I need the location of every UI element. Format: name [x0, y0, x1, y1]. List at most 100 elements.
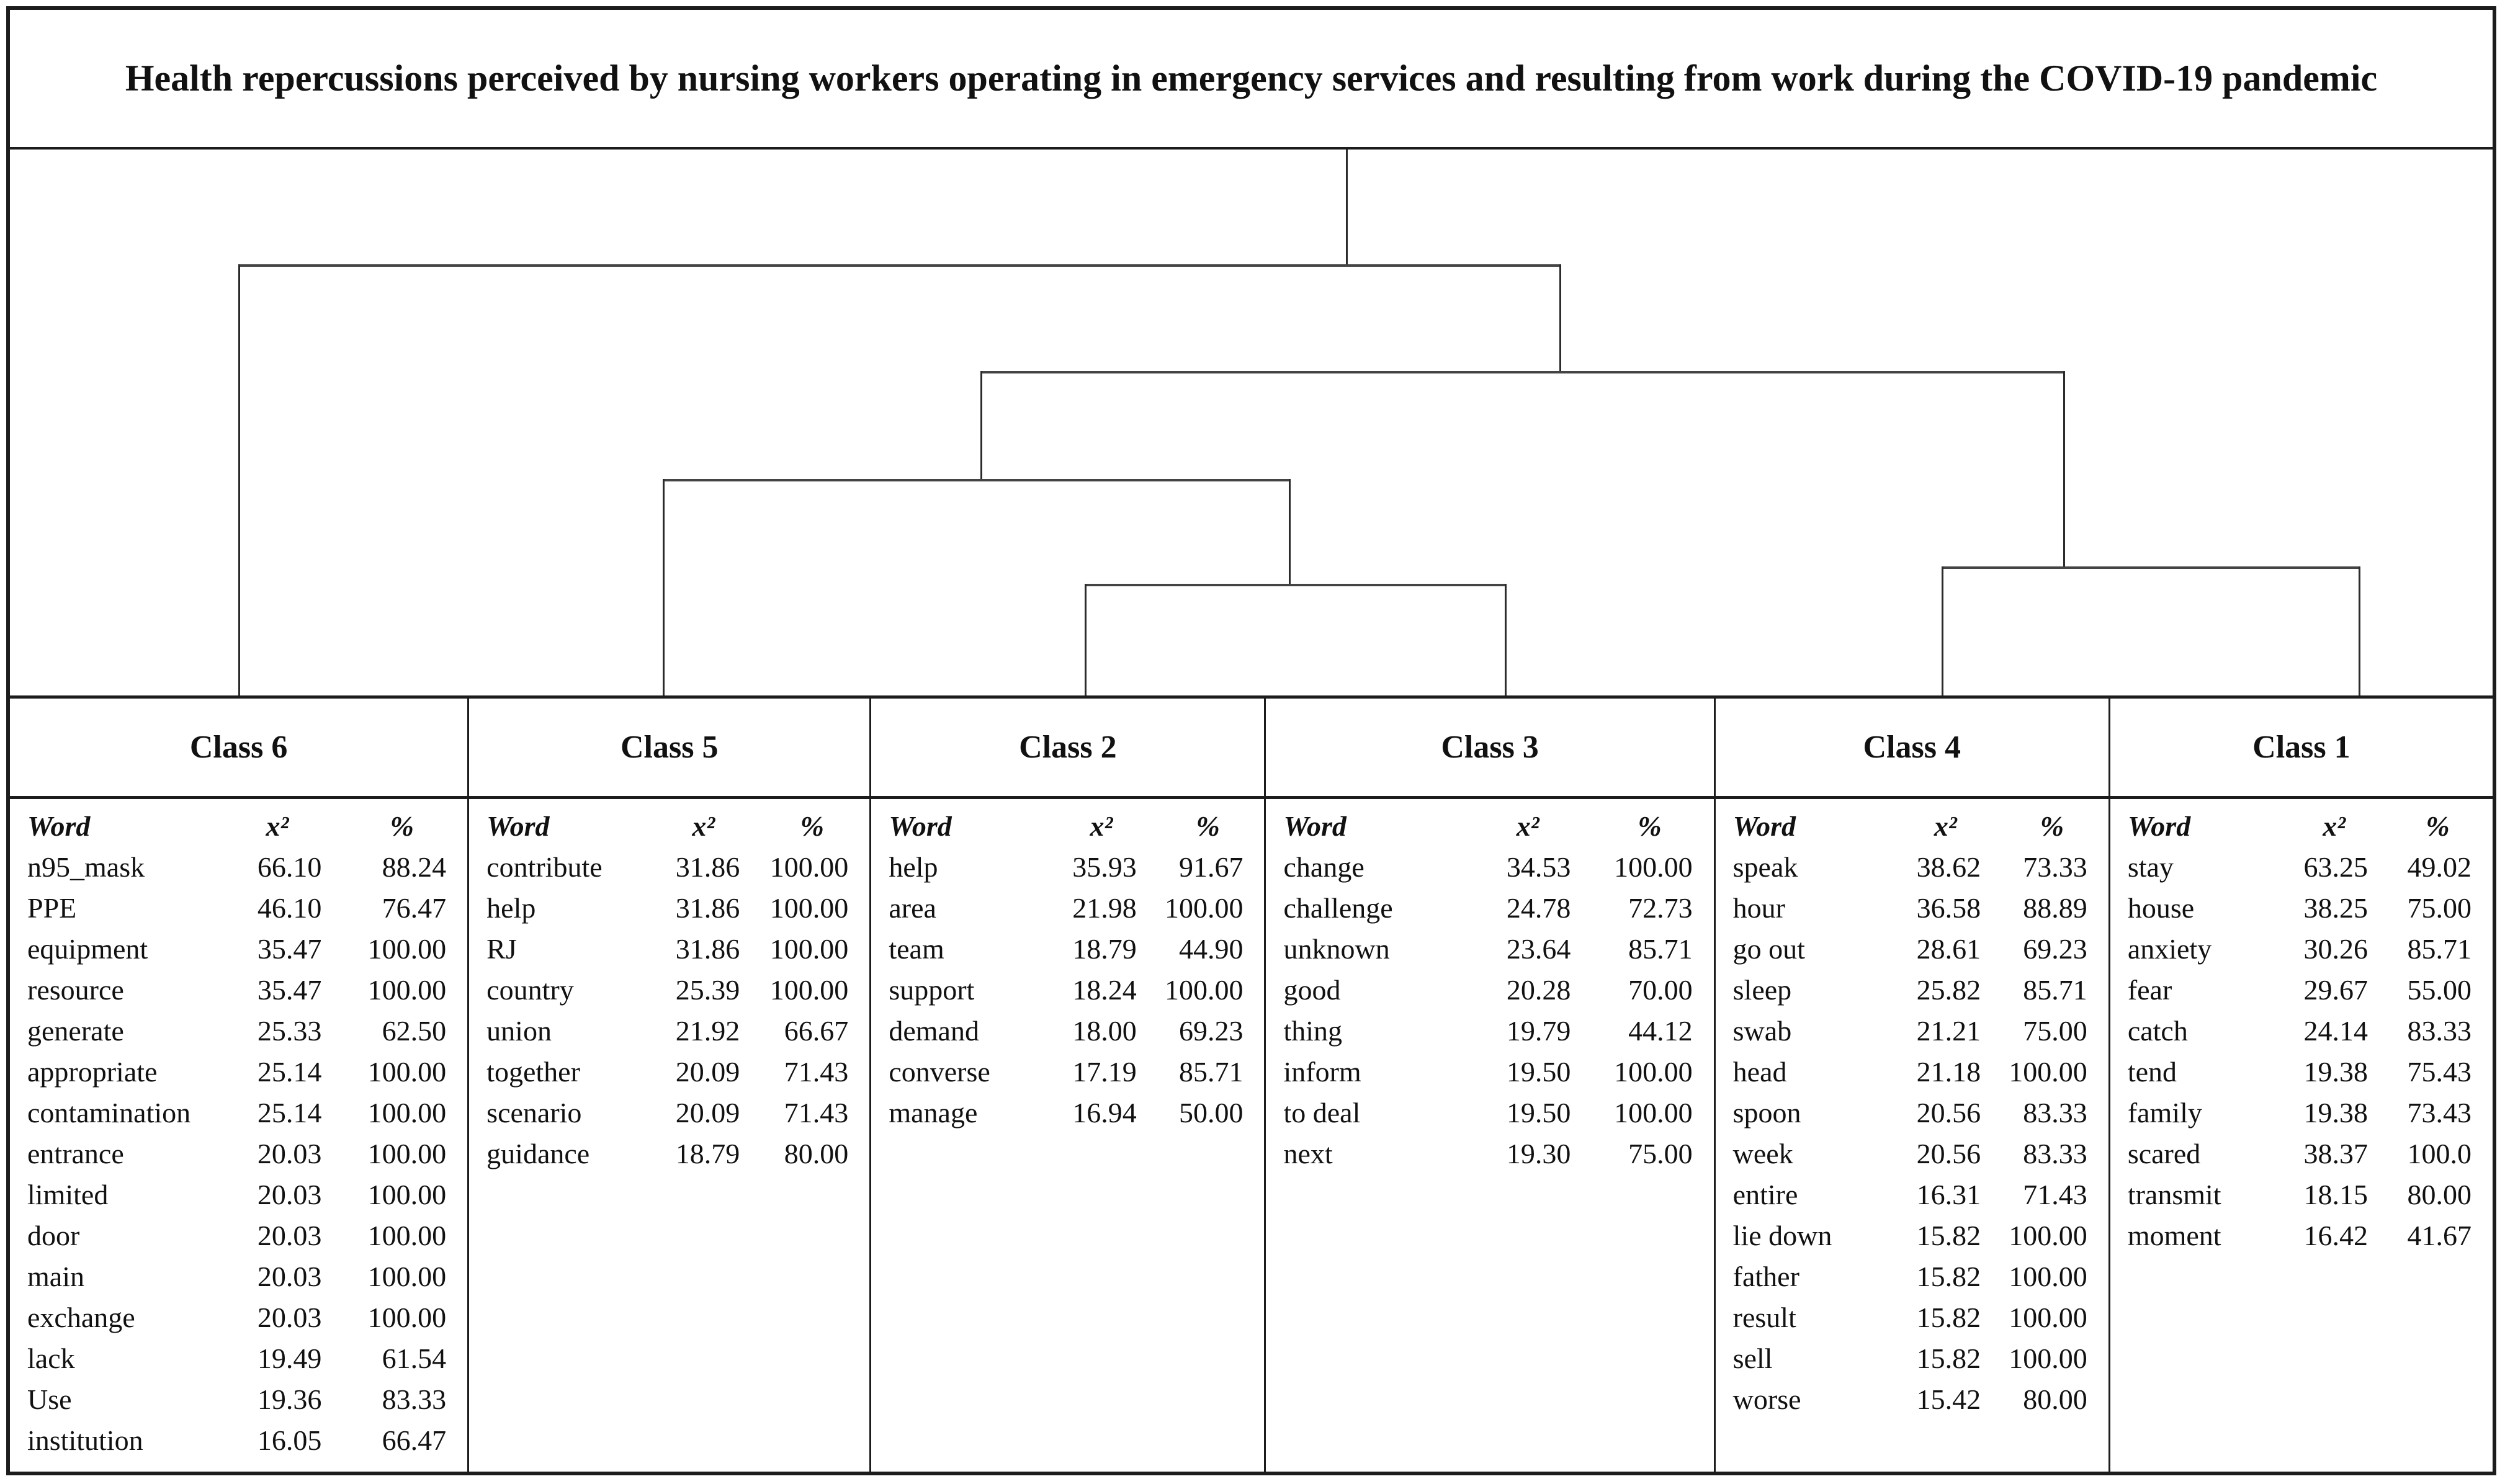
column-header: Word — [1732, 810, 1796, 842]
chi2-cell: 19.79 — [1506, 1014, 1571, 1047]
chi2-cell: 18.00 — [1072, 1014, 1137, 1047]
pct-cell: 100.00 — [2009, 1301, 2087, 1333]
pct-cell: 85.71 — [1628, 932, 1693, 965]
pct-cell: 91.67 — [1178, 851, 1244, 883]
word-row: equipment 35.47 100.00 — [22, 928, 467, 969]
word-row: good 20.28 70.00 — [1278, 969, 1713, 1010]
word-cell: sleep — [1732, 973, 1792, 1006]
word-row: union 21.92 66.67 — [482, 1010, 869, 1051]
word-row: inform 19.50 100.00 — [1278, 1051, 1713, 1092]
chi2-cell: 24.78 — [1506, 892, 1571, 924]
chi2-cell: 36.58 — [1916, 892, 1981, 924]
table-rows: contribute 31.86 100.00 help 31.86 100.00 RJ 31… — [482, 846, 869, 1174]
chi2-cell: 20.56 — [1916, 1137, 1981, 1169]
pct-cell: 80.00 — [784, 1137, 849, 1169]
pct-cell: 100.00 — [769, 973, 849, 1006]
dendrogram-branch-line — [980, 371, 983, 479]
chi2-cell: 31.86 — [675, 892, 740, 924]
word-row: change 34.53 100.00 — [1278, 846, 1713, 887]
class-column: Class 5 Word x²% contribute 31.86 100.00 hel… — [469, 699, 872, 1472]
pct-cell: 83.33 — [382, 1383, 447, 1415]
column-header: % — [1638, 810, 1662, 842]
dendrogram-branch-line — [238, 264, 241, 695]
pct-cell: 100.00 — [1614, 1055, 1693, 1088]
dendrogram-branch-line — [2063, 371, 2065, 567]
pct-cell: 49.02 — [2407, 851, 2471, 883]
pct-cell: 80.00 — [2023, 1383, 2087, 1415]
word-cell: next — [1283, 1137, 1333, 1169]
chi2-cell: 19.49 — [257, 1342, 322, 1374]
pct-cell: 100.00 — [367, 1055, 447, 1088]
word-cell: appropriate — [27, 1055, 158, 1088]
word-row: help 35.93 91.67 — [884, 846, 1264, 887]
word-row: go out 28.61 69.23 — [1728, 928, 2108, 969]
word-row: stay 63.25 49.02 — [2123, 846, 2493, 887]
chi2-cell: 46.10 — [257, 892, 322, 924]
word-cell: limited — [27, 1178, 109, 1210]
word-cell: generate — [27, 1014, 124, 1047]
chi2-cell: 21.98 — [1072, 892, 1137, 924]
column-header: x² — [1934, 810, 1957, 842]
word-cell: speak — [1732, 851, 1798, 883]
chi2-cell: 25.14 — [257, 1096, 322, 1129]
column-header: Word — [486, 810, 550, 842]
figure-title: Health repercussions perceived by nursin… — [125, 58, 2378, 99]
word-cell: family — [2127, 1096, 2202, 1129]
chi2-cell: 31.86 — [675, 851, 740, 883]
word-table: Word x²% stay 63.25 49.02 house 38.25 75.00 anx… — [2110, 799, 2493, 1472]
column-header: % — [1196, 810, 1220, 842]
word-row: father 15.82 100.00 — [1728, 1256, 2108, 1297]
word-row: family 19.38 73.43 — [2123, 1092, 2493, 1133]
pct-cell: 41.67 — [2407, 1219, 2471, 1251]
chi2-cell: 23.64 — [1506, 932, 1571, 965]
dendrogram-branch-line — [1288, 478, 1291, 584]
pct-cell: 80.00 — [2407, 1178, 2471, 1210]
word-row: unknown 23.64 85.71 — [1278, 928, 1713, 969]
word-row: RJ 31.86 100.00 — [482, 928, 869, 969]
chi2-cell: 25.33 — [257, 1014, 322, 1047]
word-row: contamination 25.14 100.00 — [22, 1092, 467, 1133]
word-cell: help — [889, 851, 938, 883]
word-cell: Use — [27, 1383, 72, 1415]
pct-cell: 100.00 — [367, 1137, 447, 1169]
word-cell: union — [486, 1014, 552, 1047]
word-row: institution 16.05 66.47 — [22, 1419, 467, 1460]
chi2-cell: 35.93 — [1072, 851, 1137, 883]
chi2-cell: 25.82 — [1916, 973, 1981, 1006]
chi2-cell: 16.05 — [257, 1424, 322, 1456]
chi2-cell: 29.67 — [2303, 973, 2368, 1006]
word-cell: equipment — [27, 932, 148, 965]
class-header: Class 5 — [469, 699, 870, 799]
word-cell: guidance — [486, 1137, 590, 1169]
dendrogram-root-line — [1345, 150, 1348, 264]
word-cell: team — [889, 932, 944, 965]
pct-cell: 100.00 — [1164, 973, 1244, 1006]
word-row: thing 19.79 44.12 — [1278, 1010, 1713, 1051]
word-cell: fear — [2127, 973, 2172, 1006]
chi2-cell: 21.92 — [675, 1014, 740, 1047]
chi2-cell: 20.09 — [675, 1096, 740, 1129]
pct-cell: 55.00 — [2407, 973, 2471, 1006]
word-row: together 20.09 71.43 — [482, 1051, 869, 1092]
table-rows: change 34.53 100.00 challenge 24.78 72.73 unkn… — [1278, 846, 1713, 1174]
word-row: door 20.03 100.00 — [22, 1215, 467, 1256]
word-cell: head — [1732, 1055, 1787, 1088]
table-header-row: Word x²% — [1728, 805, 2108, 846]
dendrogram-branch-line — [663, 478, 1291, 481]
chi2-cell: 38.62 — [1916, 851, 1981, 883]
chi2-cell: 21.18 — [1916, 1055, 1981, 1088]
word-row: scared 38.37 100.0 — [2123, 1133, 2493, 1174]
word-row: manage 16.94 50.00 — [884, 1092, 1264, 1133]
word-cell: lack — [27, 1342, 75, 1374]
chi2-cell: 19.50 — [1506, 1096, 1571, 1129]
class-column: Class 3 Word x²% change 34.53 100.00 challen… — [1266, 699, 1716, 1472]
chi2-cell: 19.50 — [1506, 1055, 1571, 1088]
word-cell: moment — [2127, 1219, 2221, 1251]
word-cell: manage — [889, 1096, 978, 1129]
pct-cell: 44.12 — [1628, 1014, 1693, 1047]
chi2-cell: 20.03 — [257, 1260, 322, 1292]
word-cell: stay — [2127, 851, 2174, 883]
class-header: Class 2 — [871, 699, 1265, 799]
pct-cell: 100.00 — [367, 1260, 447, 1292]
pct-cell: 69.23 — [2023, 932, 2087, 965]
